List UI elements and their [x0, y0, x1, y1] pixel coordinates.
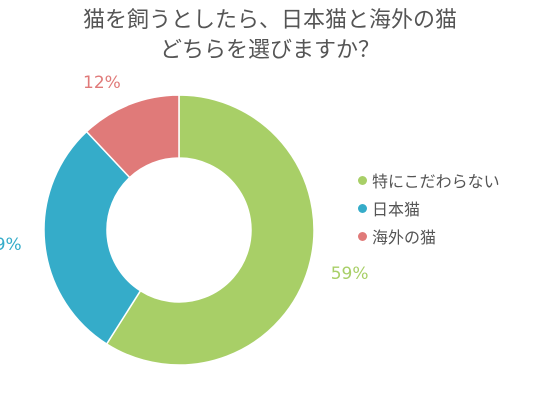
chart-title: 猫を飼うとしたら、日本猫と海外の猫 どちらを選びますか？ [0, 6, 540, 66]
slice-label-3: 12% [83, 73, 121, 93]
chart-legend: 特にこだわらない 日本猫海外の猫 [358, 166, 500, 250]
legend-item-1[interactable]: 特にこだわらない [358, 166, 500, 194]
slice-label-1: 59% [331, 264, 369, 284]
legend-label: 日本猫 [372, 200, 421, 219]
chart-title-line-1: 猫を飼うとしたら、日本猫と海外の猫 [82, 8, 457, 33]
legend-marker-icon [358, 203, 367, 213]
slice-3 [85, 94, 180, 179]
legend-label: 海外の猫 [372, 228, 437, 247]
chart-title-line-2: どちらを選びますか？ [159, 38, 380, 63]
legend-item-2[interactable]: 日本猫 [358, 194, 500, 222]
legend-label: 特にこだわらない [372, 172, 500, 191]
legend-item-3[interactable]: 海外の猫 [358, 222, 500, 250]
legend-marker-icon [358, 231, 367, 241]
legend-marker-icon [358, 175, 367, 185]
slice-1 [105, 94, 315, 366]
slice-2 [43, 130, 142, 346]
slice-label-2: 29% [0, 235, 22, 255]
